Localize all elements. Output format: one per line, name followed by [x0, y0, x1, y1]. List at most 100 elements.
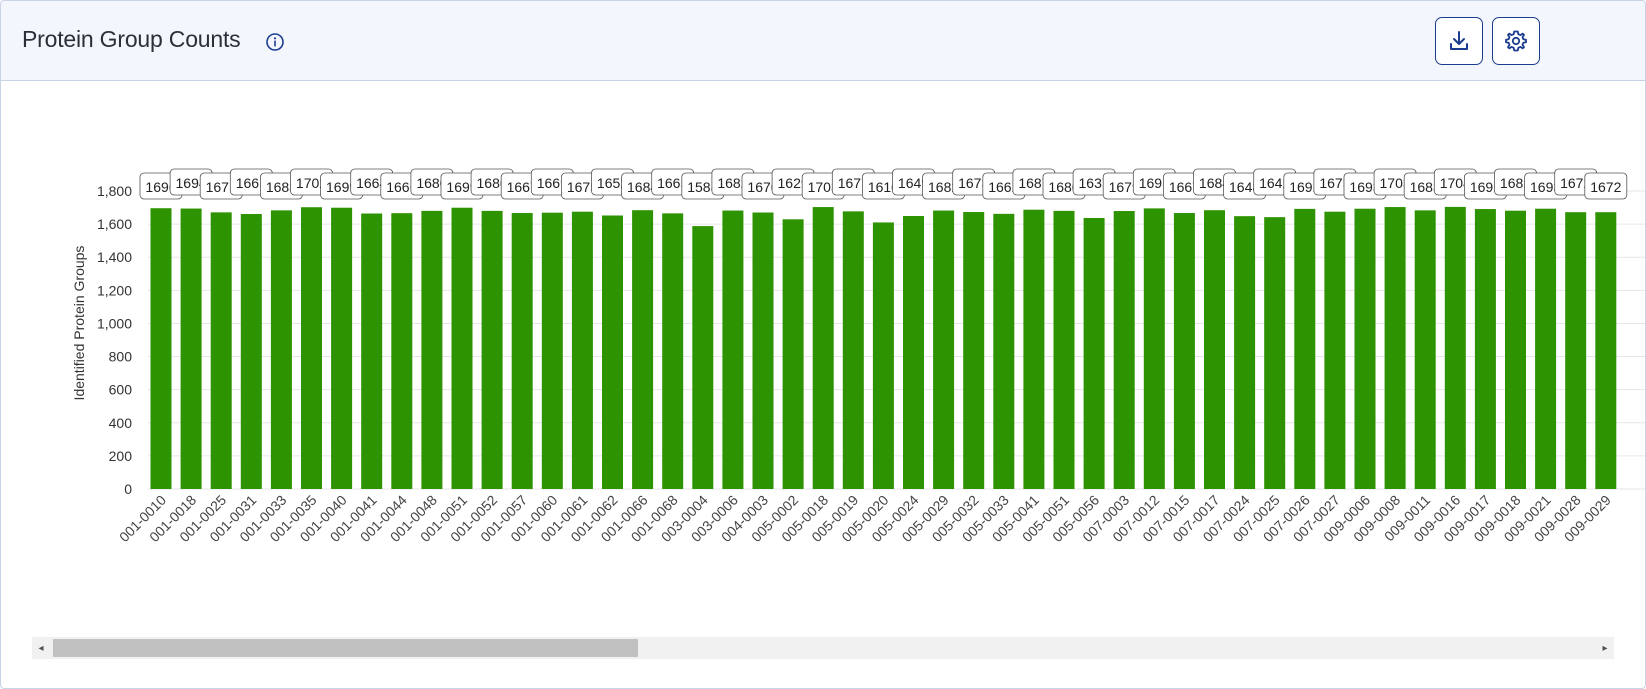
data-label-text: 1669 [537, 175, 568, 191]
y-tick-label: 400 [109, 415, 133, 431]
bar[interactable] [451, 207, 473, 489]
y-tick-label: 1,200 [97, 282, 132, 298]
bar[interactable] [391, 213, 413, 489]
bar[interactable] [662, 213, 684, 489]
data-label-text: 1677 [838, 175, 869, 191]
bar[interactable] [270, 210, 292, 489]
bar[interactable] [1204, 210, 1225, 489]
data-label-text: 1664 [356, 175, 387, 191]
data-label-text: 1588 [687, 179, 718, 195]
x-axis-ticks: 001-0010001-0018001-0025001-0031001-0033… [116, 492, 1614, 545]
data-label-text: 1682 [717, 175, 748, 191]
bar[interactable] [180, 208, 202, 489]
bar[interactable] [210, 212, 232, 489]
y-tick-label: 1,800 [97, 183, 132, 199]
bar[interactable] [993, 213, 1015, 489]
bar[interactable] [511, 213, 533, 489]
bar[interactable] [752, 212, 774, 489]
data-label-text: 1673 [958, 175, 989, 191]
bar[interactable] [872, 222, 894, 489]
bar[interactable] [150, 208, 172, 489]
horizontal-scrollbar[interactable]: ◂ ▸ [32, 637, 1614, 659]
data-label-text: 1703 [1380, 175, 1411, 191]
y-tick-label: 1,600 [97, 216, 132, 232]
scrollbar-thumb[interactable] [53, 639, 638, 657]
bar[interactable] [1444, 206, 1466, 489]
bar[interactable] [842, 211, 864, 489]
data-label-text: 1666 [386, 179, 417, 195]
data-label-text: 1682 [928, 179, 959, 195]
bar[interactable] [692, 226, 714, 489]
data-label-text: 1649 [898, 175, 929, 191]
bar[interactable] [1023, 209, 1045, 490]
bar[interactable] [331, 207, 353, 489]
bar[interactable] [1113, 211, 1135, 489]
data-label-text: 1672 [1560, 175, 1591, 191]
bar[interactable] [1173, 213, 1195, 489]
data-label-text: 1672 [1590, 179, 1621, 195]
bar[interactable] [722, 210, 744, 489]
bar[interactable] [903, 215, 924, 489]
data-label-text: 1661 [236, 175, 267, 191]
info-circle-icon[interactable] [265, 32, 285, 52]
data-label-text: 1667 [507, 179, 538, 195]
bar[interactable] [1264, 217, 1286, 489]
chart-area: 0 200 400 600 800 1,000 1,200 1,400 1,600 1,800 1… [1, 81, 1645, 611]
download-icon [1450, 31, 1468, 50]
bar[interactable] [571, 211, 593, 489]
data-label-text: 1687 [1018, 175, 1049, 191]
bar[interactable] [1595, 212, 1617, 490]
bar[interactable] [632, 210, 654, 489]
scroll-right-arrow-icon[interactable]: ▸ [1602, 642, 1608, 654]
bar[interactable] [481, 210, 503, 489]
bar[interactable] [602, 215, 623, 489]
data-label-text: 1691 [1470, 179, 1501, 195]
data-label-text: 1652 [597, 175, 628, 191]
bar[interactable] [1535, 208, 1557, 489]
bar[interactable] [240, 214, 262, 490]
scroll-left-arrow-icon[interactable]: ◂ [38, 642, 44, 654]
bar[interactable] [1143, 208, 1165, 489]
data-label-text: 1679 [1109, 179, 1140, 195]
download-button[interactable] [1435, 17, 1483, 65]
bar[interactable] [361, 213, 383, 489]
data-label-text: 1680 [477, 175, 508, 191]
bar[interactable] [782, 219, 804, 489]
bar[interactable] [1234, 216, 1256, 490]
bar[interactable] [963, 212, 985, 489]
bar[interactable] [1053, 210, 1075, 489]
data-label-text: 1662 [988, 179, 1019, 195]
bar[interactable] [1474, 209, 1496, 489]
bar[interactable] [301, 207, 322, 490]
bar[interactable] [1324, 211, 1346, 489]
data-label-text: 1684 [627, 179, 658, 195]
data-label-box [1584, 172, 1628, 200]
bar[interactable] [1083, 217, 1105, 490]
y-tick-label: 800 [109, 349, 133, 365]
bar[interactable] [1414, 210, 1436, 489]
data-label-text: 1667 [1169, 179, 1200, 195]
bar[interactable] [1384, 207, 1406, 489]
settings-button[interactable] [1492, 17, 1540, 65]
y-tick-label: 1,400 [97, 249, 132, 265]
data-label-text: 1648 [1229, 179, 1260, 195]
bar-chart: 0 200 400 600 800 1,000 1,200 1,400 1,600 1,800 1… [71, 168, 1645, 545]
bar[interactable] [421, 210, 443, 489]
data-label-text: 1675 [1319, 175, 1350, 191]
y-tick-label: 1,000 [97, 315, 132, 331]
y-axis-label: Identified Protein Groups [71, 246, 87, 401]
data-labels: 1696169416711661168317021699166416661680… [139, 168, 1628, 200]
data-label-text: 1703 [808, 179, 839, 195]
bar[interactable] [1354, 208, 1376, 489]
bar[interactable] [933, 210, 955, 489]
data-label-text: 1671 [206, 179, 237, 195]
bar[interactable] [1294, 208, 1316, 489]
data-label-text: 1680 [416, 175, 447, 191]
data-label-text: 1693 [1349, 179, 1380, 195]
data-label-text: 1670 [747, 179, 778, 195]
bar[interactable] [812, 207, 834, 489]
bar[interactable] [541, 212, 563, 489]
bar[interactable] [1505, 210, 1526, 489]
bar[interactable] [1565, 212, 1587, 490]
